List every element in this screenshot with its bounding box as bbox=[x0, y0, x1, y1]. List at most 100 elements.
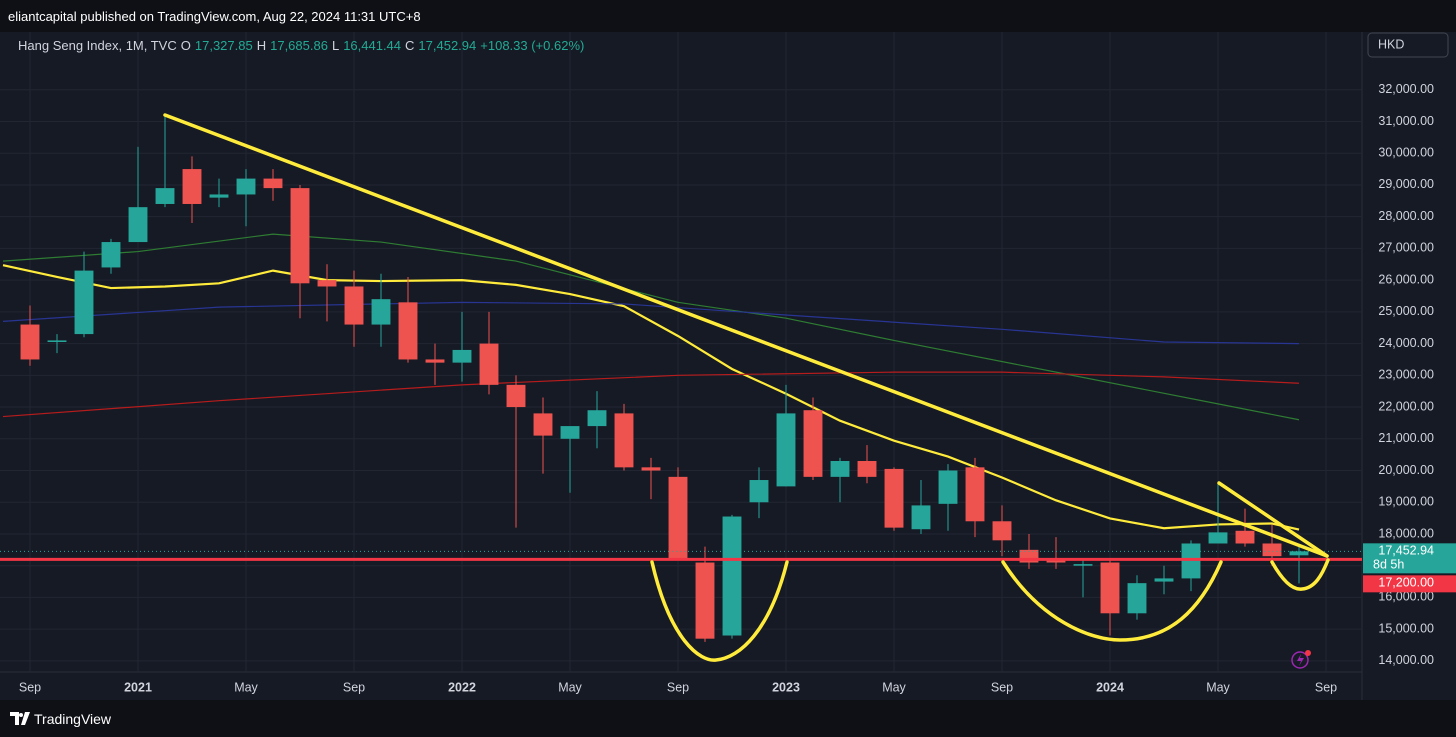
trendline bbox=[1217, 481, 1329, 558]
x-tick-label: May bbox=[558, 680, 582, 694]
currency-button[interactable] bbox=[1367, 32, 1449, 58]
candle-body bbox=[587, 410, 607, 427]
publisher: eliantcapital published on TradingView.c… bbox=[8, 9, 421, 24]
candle-body bbox=[1100, 562, 1120, 614]
candle-body bbox=[290, 188, 310, 284]
y-tick-label: 26,000.00 bbox=[1378, 272, 1434, 286]
y-tick-label: 25,000.00 bbox=[1378, 304, 1434, 318]
candle-body bbox=[263, 178, 283, 189]
candle-body bbox=[830, 460, 850, 477]
candle-body bbox=[560, 426, 580, 439]
x-tick-label: Sep bbox=[1315, 680, 1337, 694]
candle-body bbox=[857, 460, 877, 477]
x-tick-label: 2022 bbox=[448, 680, 476, 694]
y-tick-label: 30,000.00 bbox=[1378, 146, 1434, 160]
moving-average bbox=[2, 301, 1300, 345]
candle-body bbox=[479, 343, 499, 385]
candle-body bbox=[1289, 551, 1309, 556]
y-tick-label: 16,000.00 bbox=[1378, 590, 1434, 604]
candle-body bbox=[74, 270, 94, 335]
header-bar: eliantcapital published on TradingView.c… bbox=[0, 0, 1456, 32]
x-tick-label: May bbox=[234, 680, 258, 694]
x-tick-label: May bbox=[1206, 680, 1230, 694]
ohlc-value: 17,452.94 bbox=[418, 38, 477, 53]
candle-body bbox=[911, 505, 931, 530]
legend: Hang Seng Index, 1M, TVC O 17,327.85 H 17,… bbox=[18, 38, 584, 53]
candle-body bbox=[722, 516, 742, 636]
y-tick-label: 23,000.00 bbox=[1378, 368, 1434, 382]
candle-body bbox=[938, 470, 958, 504]
y-tick-label: 22,000.00 bbox=[1378, 399, 1434, 413]
ohlc-label: O bbox=[180, 38, 191, 53]
candle-body bbox=[1154, 578, 1174, 582]
arc-drawing bbox=[1270, 558, 1330, 591]
candle-body bbox=[992, 521, 1012, 541]
candle-body bbox=[884, 468, 904, 528]
candle-body bbox=[47, 340, 67, 343]
y-tick-label: 24,000.00 bbox=[1378, 336, 1434, 350]
x-tick-label: Sep bbox=[991, 680, 1013, 694]
x-tick-label: 2024 bbox=[1096, 680, 1124, 694]
x-tick-label: 2023 bbox=[772, 680, 800, 694]
x-tick-label: May bbox=[882, 680, 906, 694]
logo bbox=[10, 712, 30, 725]
ohlc-value: 16,441.44 bbox=[343, 38, 402, 53]
x-tick-label: Sep bbox=[343, 680, 365, 694]
x-tick-label: 2021 bbox=[124, 680, 152, 694]
symbol: Hang Seng Index, 1M, TVC bbox=[18, 38, 177, 53]
moving-average bbox=[2, 233, 1300, 421]
ohlc-label: C bbox=[405, 38, 415, 53]
alert-icon[interactable] bbox=[1291, 651, 1309, 669]
ohlc-label: H bbox=[256, 38, 267, 53]
y-tick-label: 14,000.00 bbox=[1378, 653, 1434, 667]
y-tick-label: 18,000.00 bbox=[1378, 526, 1434, 540]
ohlc-value: 17,327.85 bbox=[194, 38, 253, 53]
last-price-tag bbox=[1363, 543, 1456, 574]
hline-label: 17,200.00 bbox=[1378, 576, 1434, 590]
candle-body bbox=[695, 562, 715, 639]
candle-body bbox=[1235, 530, 1255, 544]
ohlc-value: 17,685.86 bbox=[270, 38, 328, 53]
candle-body bbox=[101, 242, 121, 268]
x-tick-label: Sep bbox=[667, 680, 689, 694]
candle-body bbox=[641, 467, 661, 471]
candle-body bbox=[344, 286, 364, 325]
candle-body bbox=[749, 480, 769, 503]
candle-body bbox=[236, 178, 256, 195]
candle-body bbox=[1208, 532, 1228, 544]
arc-drawing bbox=[1001, 560, 1223, 642]
x-tick-label: Sep bbox=[19, 680, 41, 694]
y-tick-label: 29,000.00 bbox=[1378, 177, 1434, 191]
trendline bbox=[163, 113, 1329, 558]
candle-body bbox=[128, 207, 148, 243]
candle-body bbox=[209, 194, 229, 198]
candle-body bbox=[317, 280, 337, 287]
candle-body bbox=[533, 413, 553, 436]
change: +108.33 (+0.62%) bbox=[480, 38, 585, 53]
last-price-label: 17,452.94 bbox=[1378, 544, 1434, 558]
y-tick-label: 28,000.00 bbox=[1378, 209, 1434, 223]
hline-tag bbox=[1363, 575, 1456, 593]
candle-body bbox=[398, 302, 418, 360]
footer: TradingView bbox=[0, 700, 1456, 737]
y-tick-label: 21,000.00 bbox=[1378, 431, 1434, 445]
candle-body bbox=[20, 324, 40, 360]
candle-body bbox=[506, 384, 526, 408]
arc-drawing bbox=[650, 560, 789, 662]
y-tick-label: 19,000.00 bbox=[1378, 495, 1434, 509]
countdown-label: 8d 5h bbox=[1373, 558, 1404, 572]
candle-body bbox=[668, 476, 688, 560]
y-tick-label: 31,000.00 bbox=[1378, 114, 1434, 128]
y-tick-label: 20,000.00 bbox=[1378, 463, 1434, 477]
y-tick-label: 27,000.00 bbox=[1378, 241, 1434, 255]
candle-body bbox=[1073, 564, 1093, 566]
y-tick-label: 15,000.00 bbox=[1378, 621, 1434, 635]
y-tick-label: 32,000.00 bbox=[1378, 82, 1434, 96]
candle-body bbox=[452, 349, 472, 363]
currency: HKD bbox=[1378, 37, 1404, 51]
moving-average bbox=[2, 264, 1300, 531]
candle-body bbox=[371, 299, 391, 325]
ohlc-label: L bbox=[331, 38, 340, 53]
